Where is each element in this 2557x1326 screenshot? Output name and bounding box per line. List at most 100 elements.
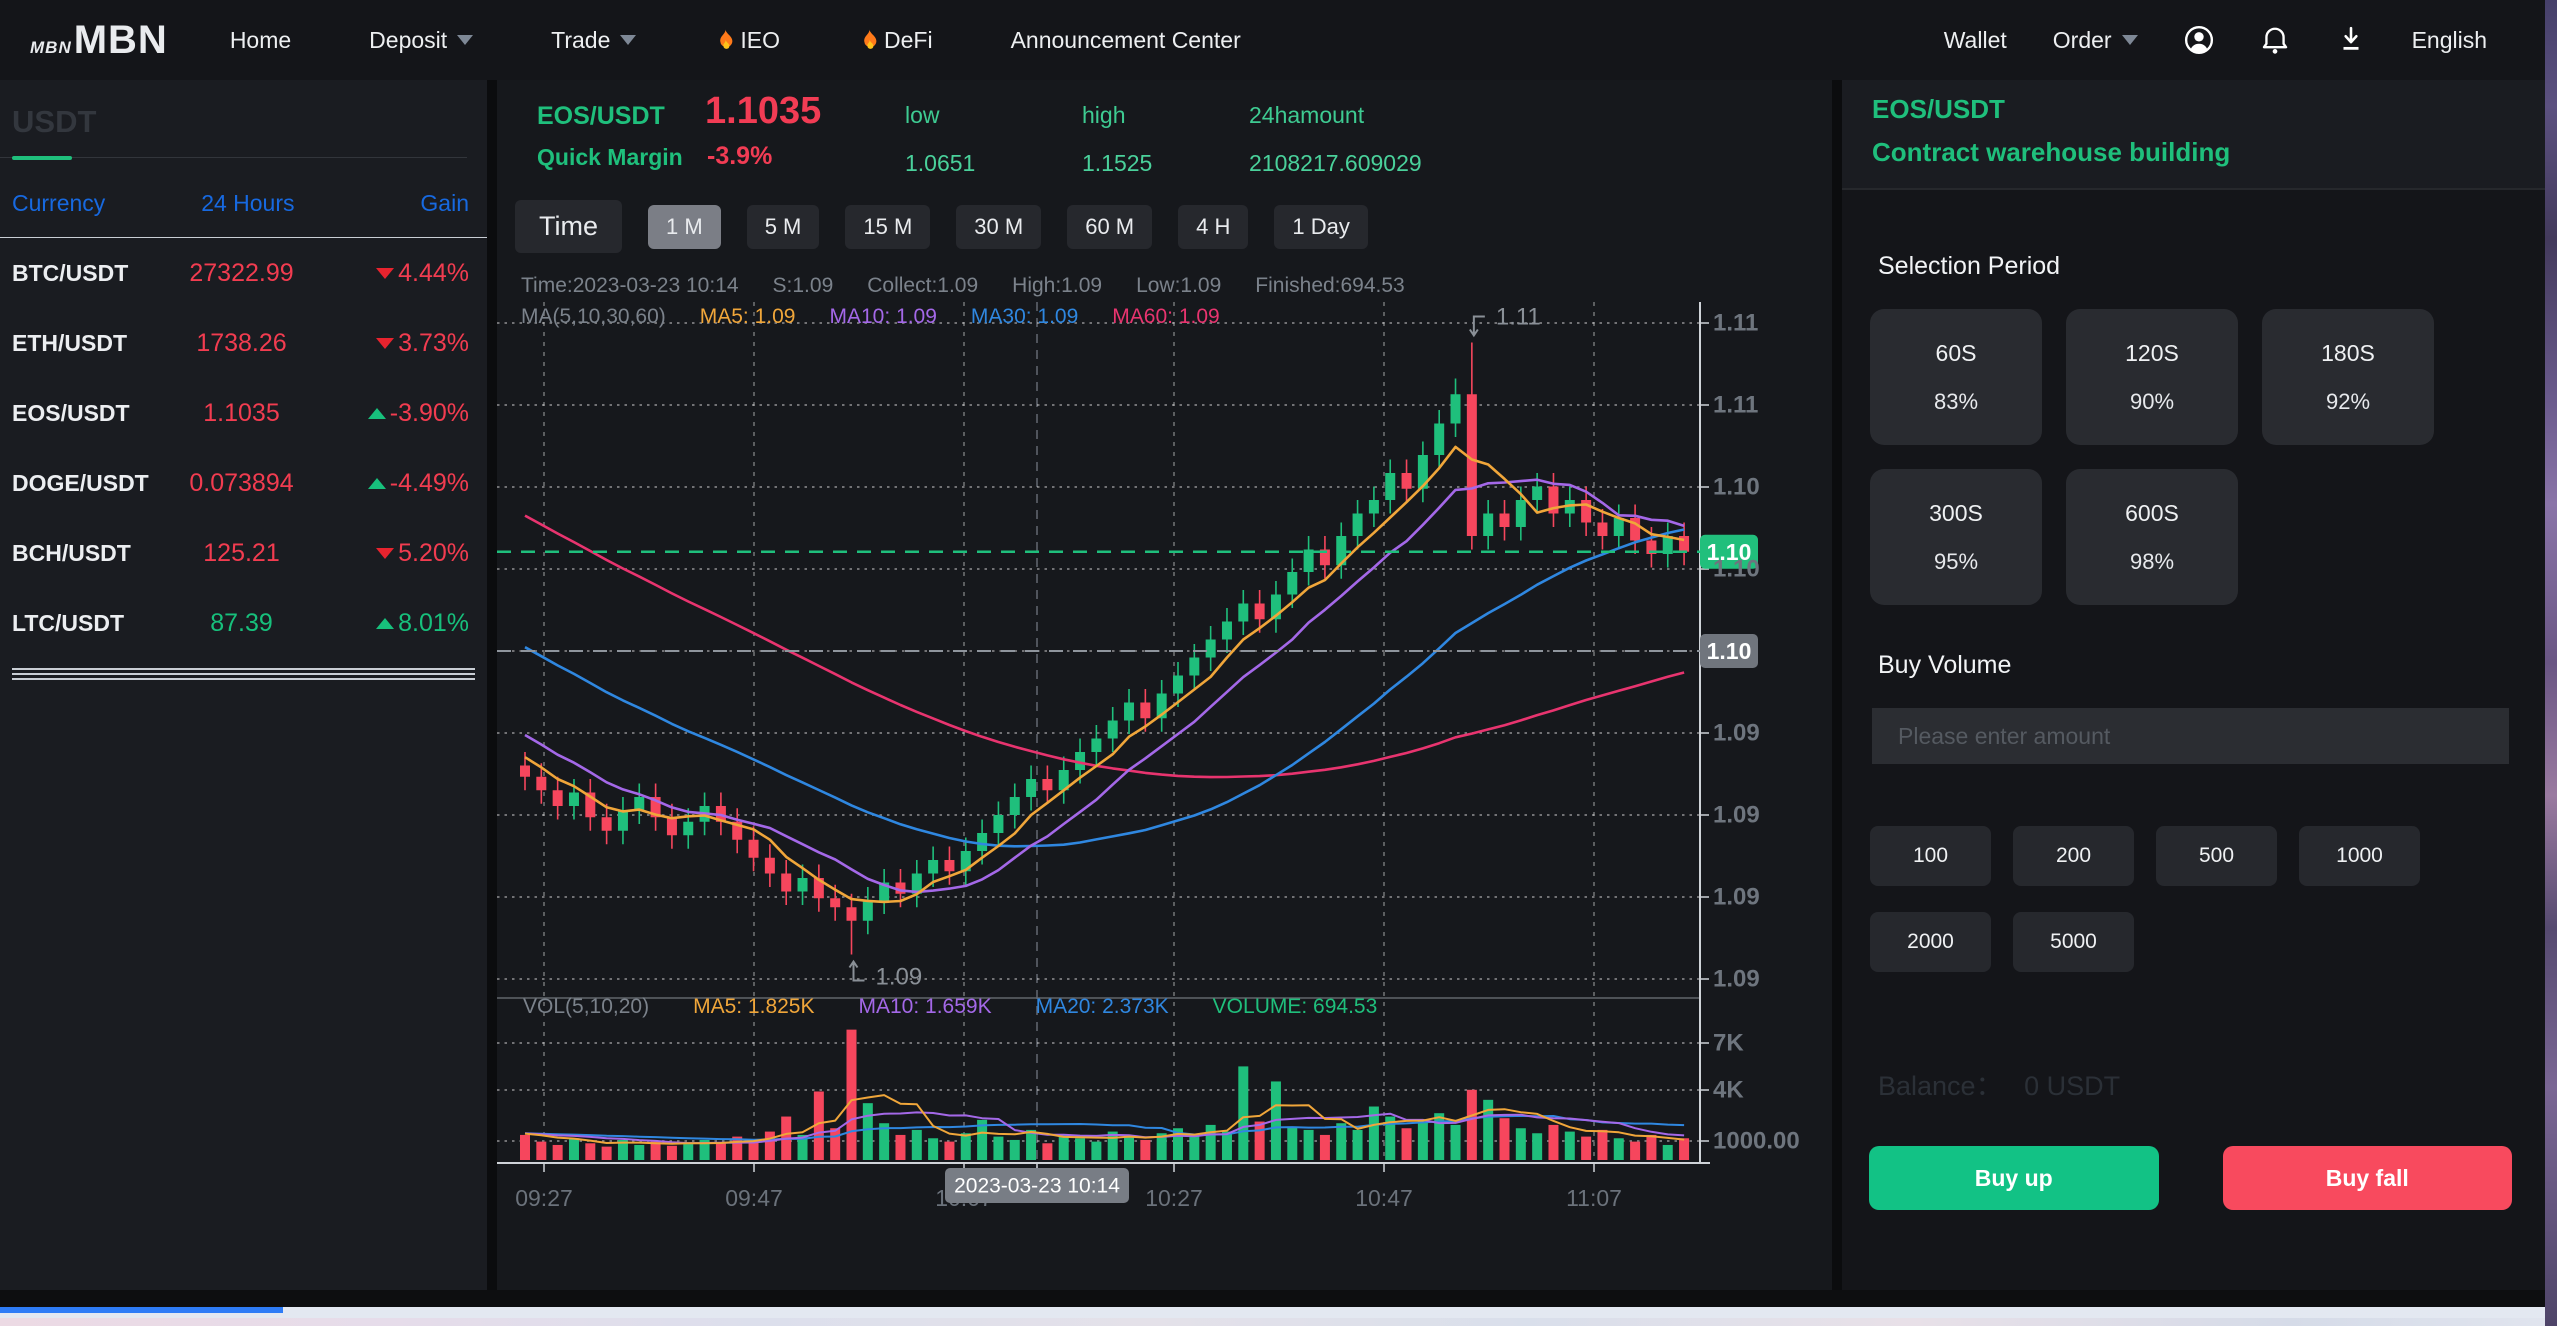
nav-item-wallet[interactable]: Wallet	[1944, 27, 2007, 54]
amount-5000[interactable]: 5000	[2013, 912, 2134, 972]
amount-200[interactable]: 200	[2013, 826, 2134, 886]
period-label: 120S	[2125, 339, 2179, 366]
timeframe-15m[interactable]: 15 M	[845, 204, 931, 249]
pair-price: 0.073894	[189, 468, 294, 497]
amount-500[interactable]: 500	[2156, 826, 2277, 886]
nav-item-label: Announcement Center	[1010, 26, 1241, 53]
flame-icon	[714, 27, 736, 54]
timeframe-4h[interactable]: 4 H	[1178, 204, 1249, 249]
header-currency[interactable]: Currency	[12, 190, 106, 216]
amount-1000[interactable]: 1000	[2299, 826, 2420, 886]
background-edge	[2545, 0, 2557, 1326]
period-600s[interactable]: 600S 98%	[2066, 469, 2238, 605]
wallet-label: Wallet	[1943, 26, 2007, 53]
notification-bell-icon[interactable]	[2260, 25, 2290, 55]
header-24hours[interactable]: 24 Hours	[201, 190, 295, 216]
market-row-eos[interactable]: EOS/USDT 1.1035 -3.90%	[0, 378, 487, 448]
crosshair-date-tooltip	[945, 1168, 1129, 1203]
period-label: 600S	[2125, 499, 2179, 526]
timeframe-time[interactable]: Time	[515, 200, 622, 253]
market-row-btc[interactable]: BTC/USDT 27322.99 4.44%	[0, 238, 487, 308]
period-label: 180S	[2321, 339, 2375, 366]
selection-period-label: Selection Period	[1878, 252, 2061, 280]
market-row-doge[interactable]: DOGE/USDT 0.073894 -4.49%	[0, 448, 487, 518]
buy-actions: Buy up Buy fall	[1869, 1146, 2512, 1210]
language-selector[interactable]: English	[2412, 27, 2487, 54]
amount-100[interactable]: 100	[1870, 826, 1991, 886]
down-arrow-icon	[376, 267, 395, 279]
change-text: -3.90%	[389, 398, 469, 427]
price-change: -3.9%	[707, 142, 773, 170]
user-avatar-icon[interactable]	[2184, 25, 2214, 55]
nav-item-announcement-center[interactable]: Announcement Center	[1011, 27, 1241, 54]
change-text: 3.73%	[398, 328, 469, 357]
ma-value: MA10: 1.09	[829, 305, 937, 328]
vol-ma-value: MA10: 1.659K	[858, 995, 992, 1018]
nav-item-label: DeFi	[884, 26, 933, 53]
period-options: 60S 83% 120S 90% 180S 92% 300S 95% 600S 98%	[1870, 309, 2470, 605]
vol-group-label: VOL(5,10,20)	[523, 995, 650, 1018]
period-60s[interactable]: 60S 83%	[1870, 309, 2042, 445]
horizontal-scrollbar[interactable]	[0, 1307, 2545, 1318]
y-axis-label: 1.09	[1713, 720, 1760, 747]
buy-fall-button[interactable]: Buy fall	[2222, 1146, 2512, 1210]
ohlc-value: Time:2023-03-23 10:14	[521, 274, 739, 297]
nav-item-label: IEO	[740, 26, 781, 53]
pair-price: 1.1035	[203, 398, 280, 427]
nav-item-ieo[interactable]: IEO	[714, 27, 780, 54]
ohlc-info-line: Time:2023-03-23 10:14 S:1.09 Collect:1.09 H…	[521, 274, 1405, 298]
chevron-down-icon	[2121, 35, 2138, 45]
period-300s[interactable]: 300S 95%	[1870, 469, 2042, 605]
x-axis-label: 10:27	[1145, 1185, 1203, 1211]
nav-item-defi[interactable]: DeFi	[858, 27, 933, 54]
timeframe-30m[interactable]: 30 M	[956, 204, 1042, 249]
up-arrow-icon	[376, 617, 395, 629]
y-axis-label: 1.10	[1713, 556, 1760, 583]
stat-high: high 1.1525	[1082, 102, 1153, 176]
ohlc-value: High:1.09	[1012, 274, 1103, 297]
pair-change: -4.49%	[337, 469, 469, 498]
timeframe-60m[interactable]: 60 M	[1067, 204, 1153, 249]
y-axis-label: 1.09	[1713, 802, 1760, 829]
pair-change: 5.20%	[337, 539, 469, 568]
nav-item-order[interactable]: Order	[2053, 27, 2138, 54]
list-end-divider	[12, 668, 475, 680]
mbn-logo[interactable]: MBN MBN	[30, 18, 168, 63]
nav-item-trade[interactable]: Trade	[551, 27, 637, 54]
last-price: 1.1035	[705, 90, 822, 132]
trade-panel: EOS/USDT Contract warehouse building Sel…	[1842, 80, 2545, 1290]
pair-name: LTC/USDT	[12, 609, 125, 636]
quick-amounts: 100 200 500 1000 2000 5000	[1870, 826, 2470, 972]
timeframe-1day[interactable]: 1 Day	[1274, 204, 1368, 249]
amount-2000[interactable]: 2000	[1870, 912, 1991, 972]
period-180s[interactable]: 180S 92%	[2262, 309, 2434, 445]
price-annotation: 1.11	[1469, 304, 1541, 338]
header-gain[interactable]: Gain	[420, 190, 469, 216]
ohlc-value: Low:1.09	[1136, 274, 1222, 297]
svg-text:1.11: 1.11	[1496, 304, 1541, 331]
change-text: -4.49%	[389, 468, 469, 497]
timeframe-5m[interactable]: 5 M	[746, 204, 820, 249]
nav-item-deposit[interactable]: Deposit	[369, 27, 474, 54]
contract-subtitle: Contract warehouse building	[1872, 137, 2231, 167]
chevron-down-icon	[620, 35, 637, 45]
amount-input[interactable]	[1872, 708, 2509, 764]
market-row-ltc[interactable]: LTC/USDT 87.39 8.01%	[0, 588, 487, 658]
market-row-eth[interactable]: ETH/USDT 1738.26 3.73%	[0, 308, 487, 378]
download-icon[interactable]	[2336, 25, 2366, 55]
pair-name: EOS/USDT	[12, 399, 130, 426]
buy-up-button[interactable]: Buy up	[1869, 1146, 2159, 1210]
quick-margin-label: Quick Margin	[537, 144, 683, 170]
stat-24hamount: 24hamount 2108217.609029	[1249, 102, 1422, 176]
period-120s[interactable]: 120S 90%	[2066, 309, 2238, 445]
tab-usdt[interactable]: USDT	[12, 104, 97, 139]
market-row-bch[interactable]: BCH/USDT 125.21 5.20%	[0, 518, 487, 588]
order-label: Order	[2052, 26, 2112, 53]
ohlc-value: S:1.09	[772, 274, 834, 297]
nav-item-home[interactable]: Home	[230, 27, 291, 54]
timeframe-1m[interactable]: 1 M	[648, 204, 721, 249]
period-label: 300S	[1929, 499, 1983, 526]
scrollbar-thumb[interactable]	[0, 1307, 283, 1313]
candlestick-chart[interactable]: 1.10 1.10 1.11 1.11 1.10 1.10 1.09 1.09 1.09 1.09…	[497, 262, 1832, 1290]
